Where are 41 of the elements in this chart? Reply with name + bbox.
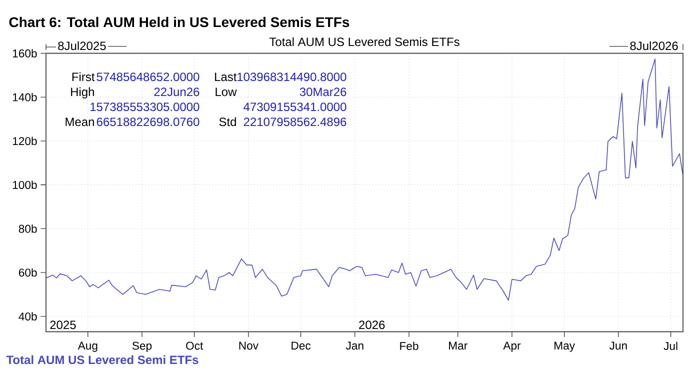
x-tick-label: Apr: [503, 342, 521, 352]
text: 8Jul2025: [58, 41, 106, 50]
x-tick-label: Jul: [664, 342, 678, 350]
x-tick-label: Oct: [186, 342, 204, 350]
x-tick-label: Dec: [292, 342, 311, 350]
annotation: First: [72, 72, 95, 82]
annotation: Std: [219, 117, 236, 126]
x-tick-label: May: [554, 342, 576, 352]
annotation: 157385553305.0000: [90, 102, 200, 112]
y-tick-label: 140b: [12, 92, 37, 102]
annotation: 47309155341.0000: [244, 102, 346, 112]
text: 8Jul2026: [630, 41, 678, 50]
annotation: Last: [215, 72, 237, 82]
annotation: High: [71, 87, 94, 98]
annotation: 66518822698.0760: [96, 118, 200, 126]
y-tick-label: 60b: [18, 268, 37, 277]
annotation: 22Jun26: [154, 88, 200, 96]
x-tick-label: Sep: [132, 342, 152, 352]
annotation: 2026: [359, 320, 385, 330]
chart-subtitle: Total AUM US Levered Semis ETFs: [269, 37, 460, 46]
line-series: [46, 58, 683, 301]
annotation: Mean: [66, 118, 94, 126]
chart-title: Chart 6: Total AUM Held in US Levered Semis ETFs: [9, 16, 350, 28]
annotation: 30Mar26: [300, 88, 346, 96]
annotation: 22107958562.4896: [244, 118, 346, 126]
y-tick-label: 40b: [18, 312, 37, 320]
annotation: 2025: [50, 320, 76, 330]
y-tick-label: 100b: [12, 180, 37, 189]
x-tick-label: Aug: [78, 342, 98, 352]
annotation: 57485648652.0000: [96, 72, 200, 82]
annotation: 103968314490.8000: [238, 72, 346, 82]
x-tick-label: Nov: [239, 342, 258, 350]
x-tick-label: Jan: [346, 342, 364, 350]
x-tick-label: Feb: [400, 342, 418, 350]
text: Total AUM US Levered Semi ETFs: [6, 355, 198, 364]
annotation: Low: [216, 88, 237, 96]
y-tick-label: 80b: [18, 224, 37, 233]
x-tick-label: Mar: [449, 342, 468, 350]
y-tick-label: 120b: [12, 136, 37, 146]
x-tick-label: Jun: [609, 342, 627, 350]
y-tick-label: 160b: [12, 49, 37, 58]
